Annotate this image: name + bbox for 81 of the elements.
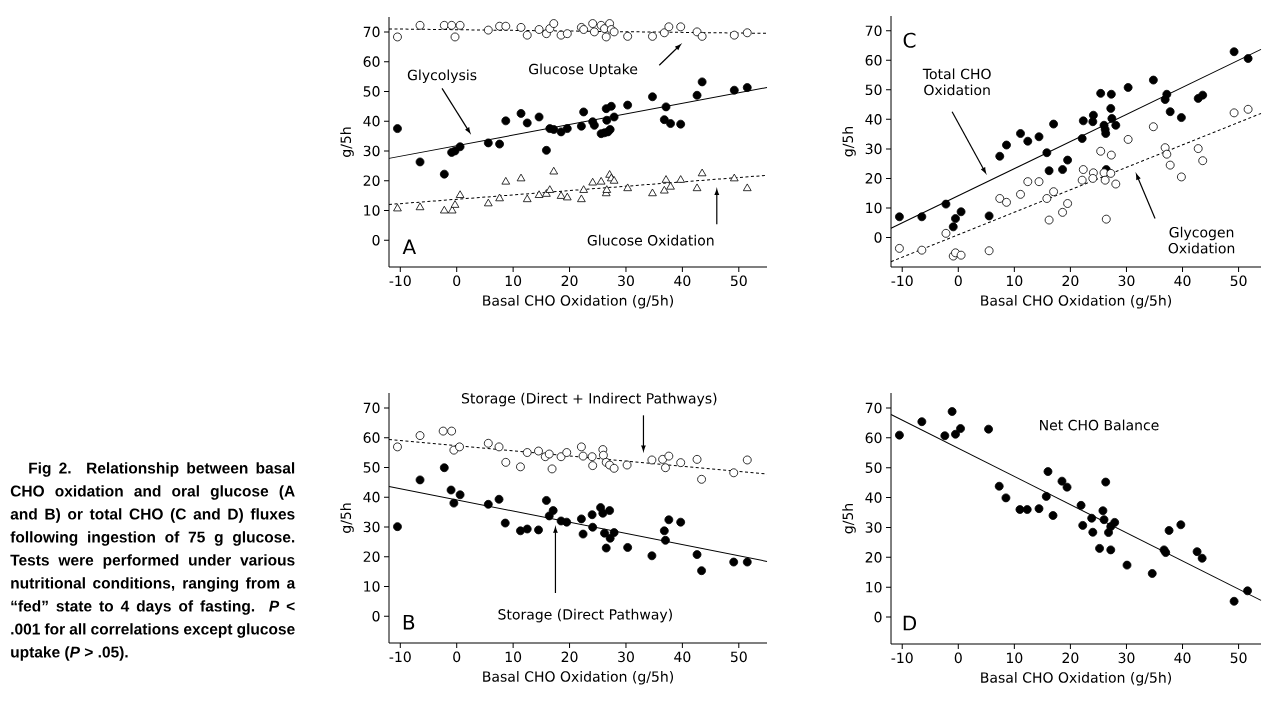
x-tick-label: 10 bbox=[505, 651, 522, 663]
x-axis-title: Basal CHO Oxidation (g/5h) bbox=[483, 670, 674, 685]
annotation: Glucose Oxidation bbox=[587, 234, 714, 246]
y-tick-label: 0 bbox=[874, 611, 882, 623]
y-tick-label: 60 bbox=[865, 432, 882, 444]
annotation: Total CHO Oxidation bbox=[922, 68, 991, 96]
y-tick-label: 60 bbox=[363, 432, 380, 443]
y-tick-label: 70 bbox=[363, 402, 380, 414]
x-tick-label: -10 bbox=[891, 652, 913, 664]
y-tick-label: 50 bbox=[363, 462, 380, 473]
y-axis-title: g/5h bbox=[340, 127, 354, 157]
y-tick-label: 20 bbox=[363, 551, 380, 562]
x-axis-title: Basal CHO Oxidation (g/5h) bbox=[483, 294, 674, 309]
y-tick-label: 40 bbox=[865, 492, 882, 503]
x-tick-label: 40 bbox=[1174, 275, 1191, 287]
y-tick-label: 60 bbox=[865, 54, 882, 66]
text: Fig 2. Relationship between basal CHO oxidation and oral glucose (A and B) or total CHO (C and D) fluxes following ingestion of 75 g glucose. Tests were performed under various nutritional conditions, ranging from a “fed” state to 4 days of fasting. P < .001 for all correlations except glucose uptake (P > .05). bbox=[10, 462, 296, 661]
y-tick-label: 50 bbox=[363, 86, 380, 97]
x-tick-label: 50 bbox=[1230, 275, 1247, 287]
y-tick-label: 30 bbox=[865, 143, 882, 155]
x-tick-label: 10 bbox=[1006, 275, 1023, 287]
y-tick-label: 0 bbox=[874, 232, 882, 243]
x-tick-label: 0 bbox=[954, 275, 962, 287]
x-tick-label: 50 bbox=[730, 275, 747, 287]
y-tick-label: 50 bbox=[865, 84, 882, 96]
annotation: Glycogen Oxidation bbox=[1168, 226, 1235, 254]
x-axis-title: Basal CHO Oxidation (g/5h) bbox=[981, 671, 1172, 686]
annotation: D bbox=[903, 615, 917, 631]
y-axis-title: g/5h bbox=[842, 504, 856, 534]
y-tick-label: 0 bbox=[372, 234, 380, 246]
annotation: C bbox=[903, 32, 916, 48]
y-tick-label: 30 bbox=[363, 521, 380, 533]
x-tick-label: 20 bbox=[1062, 275, 1079, 287]
x-tick-label: 40 bbox=[674, 275, 691, 287]
x-tick-label: 50 bbox=[1230, 652, 1247, 664]
annotation: Net CHO Balance bbox=[1040, 419, 1159, 431]
y-axis-title: g/5h bbox=[340, 503, 354, 533]
x-tick-label: 40 bbox=[1174, 652, 1191, 664]
x-tick-label: -10 bbox=[891, 275, 913, 287]
y-axis-title: g/5h bbox=[842, 126, 856, 157]
annotation: Storage (Direct + Indirect Pathways) bbox=[461, 392, 717, 407]
annotation: A bbox=[402, 239, 416, 255]
y-tick-label: 40 bbox=[363, 491, 380, 503]
x-tick-label: 20 bbox=[561, 651, 578, 663]
annotation: Glucose Uptake bbox=[529, 63, 638, 78]
y-tick-label: 20 bbox=[865, 552, 882, 563]
x-tick-label: 10 bbox=[1006, 652, 1023, 664]
y-tick-label: 10 bbox=[364, 581, 380, 592]
y-tick-label: 70 bbox=[865, 25, 882, 37]
x-tick-label: -10 bbox=[389, 651, 411, 663]
x-tick-label: 20 bbox=[561, 275, 578, 287]
y-tick-label: 70 bbox=[865, 402, 882, 414]
annotation: B bbox=[403, 614, 415, 630]
x-tick-label: 30 bbox=[1118, 652, 1135, 664]
x-axis-title: Basal CHO Oxidation (g/5h) bbox=[981, 294, 1172, 309]
x-tick-label: 20 bbox=[1062, 652, 1079, 664]
y-tick-label: 30 bbox=[865, 522, 882, 533]
y-tick-label: 10 bbox=[364, 205, 380, 216]
annotation: Glycolysis bbox=[407, 69, 477, 84]
y-tick-label: 10 bbox=[866, 581, 882, 593]
y-tick-label: 30 bbox=[363, 145, 380, 157]
y-tick-label: 40 bbox=[865, 114, 882, 125]
y-tick-label: 40 bbox=[363, 115, 380, 127]
x-tick-label: 0 bbox=[453, 651, 461, 663]
y-tick-label: 20 bbox=[363, 175, 380, 186]
x-tick-label: 30 bbox=[1118, 275, 1135, 287]
y-tick-label: 70 bbox=[363, 26, 380, 38]
x-tick-label: 0 bbox=[954, 652, 962, 664]
y-tick-label: 60 bbox=[363, 56, 380, 67]
y-tick-label: 0 bbox=[372, 610, 380, 622]
annotation: Storage (Direct Pathway) bbox=[498, 608, 672, 623]
x-tick-label: 10 bbox=[505, 275, 522, 287]
x-tick-label: 30 bbox=[618, 651, 634, 663]
x-tick-label: -10 bbox=[389, 275, 411, 287]
x-tick-label: 50 bbox=[730, 651, 747, 663]
y-tick-label: 20 bbox=[865, 173, 882, 184]
x-tick-label: 40 bbox=[674, 651, 691, 663]
y-tick-label: 50 bbox=[865, 462, 882, 474]
x-tick-label: 0 bbox=[453, 275, 461, 287]
x-tick-label: 30 bbox=[618, 275, 634, 287]
y-tick-label: 10 bbox=[866, 202, 882, 214]
